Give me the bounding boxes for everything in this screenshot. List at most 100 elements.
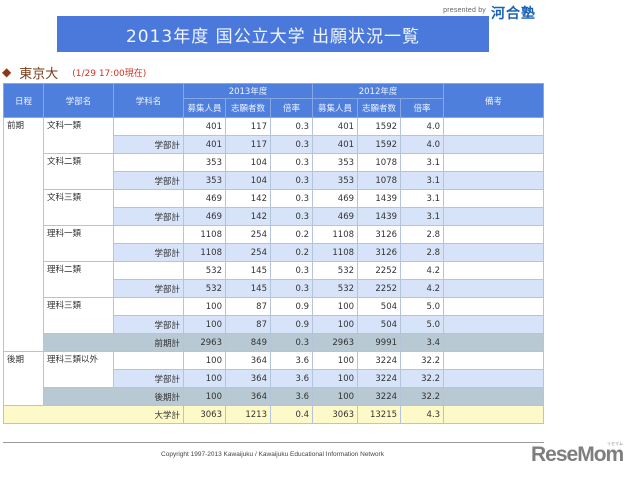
ratio-2012: 4.0 — [400, 117, 445, 136]
applicants-2013: 117 — [225, 135, 271, 154]
applicants-2013: 145 — [225, 279, 271, 298]
table-row-subtotal: 学部計 1108 254 0.2 1108 3126 2.8 — [4, 243, 545, 262]
quota-2013: 469 — [183, 207, 226, 226]
subtotal-label: 学部計 — [113, 243, 184, 262]
quota-2012: 401 — [312, 117, 359, 136]
schedule-cell: 後期 — [3, 351, 44, 406]
table-row: 文科三類 469 142 0.3 469 1439 3.1 — [4, 189, 545, 226]
footer-divider — [3, 442, 544, 443]
applicants-2013: 145 — [225, 261, 271, 280]
applicants-2012: 2252 — [357, 261, 402, 280]
table-row-subtotal: 学部計 401 117 0.3 401 1592 4.0 — [4, 135, 545, 154]
applicants-2013: 364 — [225, 387, 271, 406]
header-department: 学科名 — [113, 83, 184, 118]
department-cell — [113, 117, 184, 136]
diamond-bullet-icon: ◆ — [2, 65, 12, 79]
applicants-2013: 1213 — [225, 405, 271, 424]
kawaijuku-logo: 河合塾 — [491, 6, 536, 22]
subtotal-label: 学部計 — [113, 315, 184, 334]
faculty-cell: 文科三類 — [43, 189, 114, 226]
applicants-2012: 1078 — [357, 171, 402, 190]
header-schedule: 日程 — [3, 83, 44, 118]
ratio-2013: 0.3 — [269, 189, 314, 208]
ratio-2012: 32.2 — [400, 387, 445, 406]
quota-2012: 532 — [312, 279, 359, 298]
quota-2012: 100 — [312, 387, 359, 406]
quota-2013: 3063 — [183, 405, 226, 424]
ratio-2012: 2.8 — [400, 225, 445, 244]
applicants-2013: 254 — [225, 225, 271, 244]
department-cell — [113, 153, 184, 172]
subtotal-label: 学部計 — [113, 171, 184, 190]
quota-2012: 3063 — [312, 405, 359, 424]
ratio-2012: 32.2 — [400, 369, 445, 388]
quota-2013: 100 — [183, 351, 226, 370]
notes-cell — [443, 297, 545, 316]
applicants-2012: 3224 — [357, 387, 402, 406]
applicants-2012: 3224 — [357, 351, 402, 370]
presented-by-label: presented by — [443, 7, 486, 14]
notes-cell — [443, 405, 545, 424]
notes-cell — [443, 279, 545, 298]
ratio-2012: 4.2 — [400, 261, 445, 280]
ratio-2013: 3.6 — [269, 351, 314, 370]
header-quota-2012: 募集人員 — [312, 98, 359, 118]
notes-cell — [443, 369, 545, 388]
quota-2013: 1108 — [183, 243, 226, 262]
header-ratio-2013: 倍率 — [269, 98, 314, 118]
header-year-2013: 2013年度 — [182, 83, 314, 99]
header-faculty: 学部名 — [43, 83, 114, 118]
notes-cell — [443, 171, 545, 190]
ratio-2012: 32.2 — [400, 351, 445, 370]
quota-2013: 353 — [183, 153, 226, 172]
header-notes: 備考 — [443, 83, 545, 118]
copyright-text: Copyright 1997-2013 Kawaijuku / Kawaijuk… — [161, 451, 384, 458]
quota-2012: 353 — [312, 153, 359, 172]
ratio-2012: 3.1 — [400, 153, 445, 172]
as-of-timestamp: (1/29 17:00現在) — [72, 68, 147, 79]
ratio-2013: 0.3 — [269, 171, 314, 190]
table-row: 後期 理科三類以外 100 364 3.6 100 3224 32.2 — [3, 351, 545, 406]
quota-2013: 1108 — [183, 225, 226, 244]
applicants-2012: 2252 — [357, 279, 402, 298]
ratio-2012: 5.0 — [400, 297, 445, 316]
ratio-2013: 0.3 — [269, 207, 314, 226]
subtotal-label: 学部計 — [113, 135, 184, 154]
table-row-grand-total: 大学計 3063 1213 0.4 3063 13215 4.3 — [3, 405, 545, 424]
applicants-2012: 9991 — [357, 333, 402, 352]
applicants-2012: 1592 — [357, 117, 402, 136]
grand-total-label: 大学計 — [3, 405, 184, 424]
quota-2013: 401 — [183, 135, 226, 154]
page-title: 2013年度 国公立大学 出願状況一覧 — [125, 26, 421, 47]
notes-cell — [443, 261, 545, 280]
quota-2013: 100 — [183, 369, 226, 388]
notes-cell — [443, 135, 545, 154]
quota-2012: 401 — [312, 135, 359, 154]
table-row: 文科二類 353 104 0.3 353 1078 3.1 — [4, 153, 545, 190]
header-year-2012: 2012年度 — [312, 83, 445, 99]
quota-2013: 469 — [183, 189, 226, 208]
ratio-2012: 4.0 — [400, 135, 445, 154]
ratio-2013: 0.3 — [269, 333, 314, 352]
department-cell — [113, 225, 184, 244]
quota-2012: 353 — [312, 171, 359, 190]
table-row: 理科二類 532 145 0.3 532 2252 4.2 — [4, 261, 545, 298]
quota-2013: 2963 — [183, 333, 226, 352]
quota-2013: 353 — [183, 171, 226, 190]
university-name: 東京大 — [19, 66, 59, 82]
ratio-2013: 0.2 — [269, 225, 314, 244]
ratio-2012: 4.3 — [400, 405, 445, 424]
applicants-2012: 3126 — [357, 225, 402, 244]
subtotal-label: 学部計 — [113, 207, 184, 226]
resemom-kana: リセマム — [607, 441, 623, 446]
notes-cell — [443, 351, 545, 370]
faculty-cell: 理科三類以外 — [43, 351, 114, 388]
ratio-2013: 0.3 — [269, 153, 314, 172]
quota-2012: 1108 — [312, 243, 359, 262]
faculty-cell: 理科二類 — [43, 261, 114, 298]
resemom-logo: ReseMom — [531, 443, 624, 466]
table-row-subtotal: 学部計 100 364 3.6 100 3224 32.2 — [4, 369, 545, 388]
header-row: 日程 学部名 学科名 2013年度 2012年度 備考 — [3, 83, 545, 118]
faculty-cell: 文科二類 — [43, 153, 114, 190]
header-applicants-2013: 志願者数 — [225, 98, 271, 118]
